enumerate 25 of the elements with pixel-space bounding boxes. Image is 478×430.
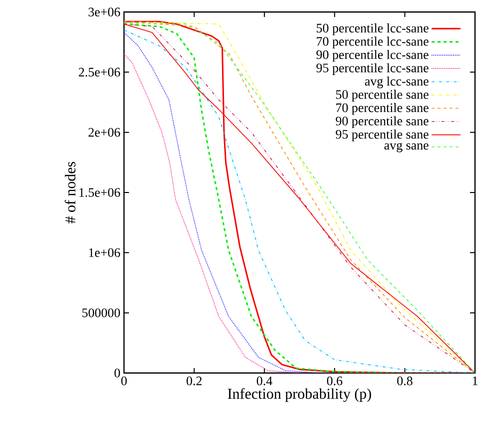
legend-label: 50 percentile sane bbox=[336, 90, 428, 102]
y-tick-label: 0 bbox=[114, 368, 120, 378]
legend-label: 50 percentile lcc-sane bbox=[316, 23, 428, 36]
x-tick-label: 0.8 bbox=[397, 376, 412, 386]
x-tick-label: 0.6 bbox=[327, 376, 342, 386]
y-tick-label: 1e+06 bbox=[89, 248, 120, 258]
y-tick-label: 500000 bbox=[82, 308, 120, 318]
legend-label: 95 percentile sane bbox=[336, 130, 428, 142]
x-tick-label: 0.4 bbox=[256, 376, 272, 386]
legend-label: 70 percentile sane bbox=[336, 103, 428, 115]
y-tick-label: 1.5e+06 bbox=[79, 188, 120, 197]
y-tick-label: 2.5e+06 bbox=[78, 68, 120, 77]
legend-label: avg sane bbox=[384, 142, 428, 152]
legend-label: 90 percentile lcc-sane bbox=[316, 50, 428, 62]
x-axis-title: Infection probability (p) bbox=[228, 388, 372, 402]
y-axis-title: # of nodes bbox=[64, 162, 76, 224]
legend-label: avg lcc-sane bbox=[364, 76, 428, 88]
legend-label: 90 percentile sane bbox=[336, 116, 428, 128]
x-tick-label: 0 bbox=[121, 376, 127, 386]
y-tick-label: 2e+06 bbox=[88, 128, 120, 137]
y-tick-label: 3e+06 bbox=[88, 8, 120, 16]
legend-label: 70 percentile lcc-sane bbox=[316, 36, 428, 48]
x-tick-label: 1 bbox=[472, 376, 478, 386]
x-tick-label: 0.2 bbox=[186, 376, 202, 386]
legend-label: 95 percentile lcc-sane bbox=[316, 63, 428, 75]
